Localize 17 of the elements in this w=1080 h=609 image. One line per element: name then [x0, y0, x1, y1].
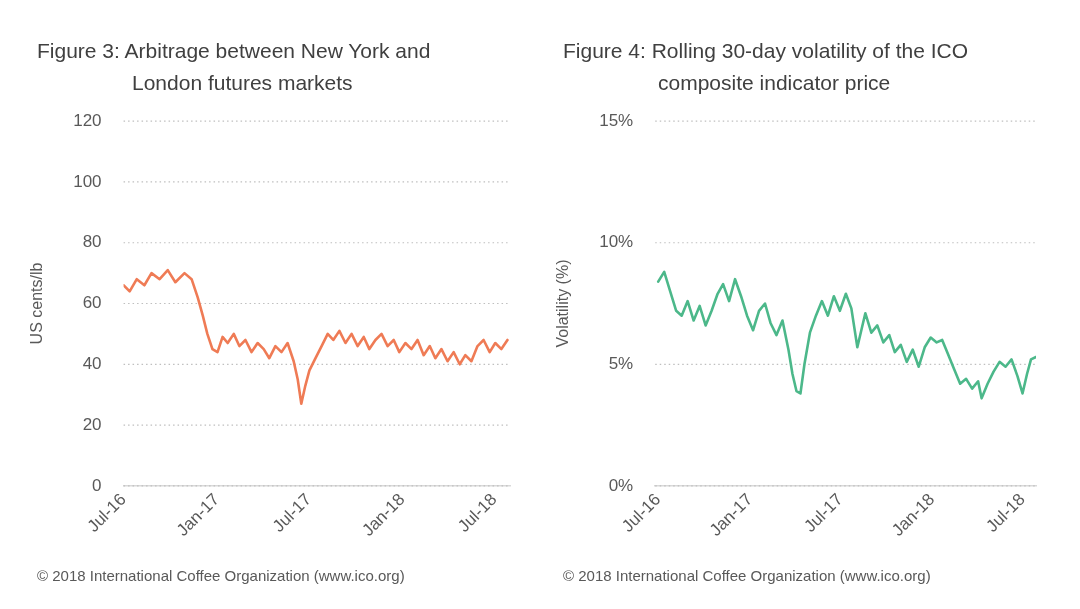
y-tick-label: 5%: [608, 353, 634, 373]
y-tick-label: 80: [82, 232, 102, 252]
y-tick-label: 0: [92, 475, 102, 495]
y-tick-label: 10%: [599, 232, 634, 252]
chart-title: Figure 4: Rolling 30-day volatility of the ICO composite indicator price: [563, 38, 970, 96]
y-axis-title: US cents/lb: [28, 262, 46, 345]
y-tick-label: 20: [82, 414, 102, 434]
text: © 2018 International Coffee Organization (www.ico.org): [563, 567, 931, 584]
y-tick-label: 40: [82, 353, 102, 373]
y-tick-label: 120: [73, 110, 102, 130]
y-tick-label: 0%: [608, 475, 634, 495]
y-tick-label: 100: [73, 171, 102, 191]
chart-title: Figure 3: Arbitrage between New York and London futures markets: [37, 38, 432, 96]
text: © 2018 International Coffee Organization (www.ico.org): [37, 567, 405, 584]
y-tick-label: 15%: [599, 110, 634, 130]
y-axis-title: Volatility (%): [554, 259, 572, 348]
y-tick-label: 60: [82, 293, 102, 313]
